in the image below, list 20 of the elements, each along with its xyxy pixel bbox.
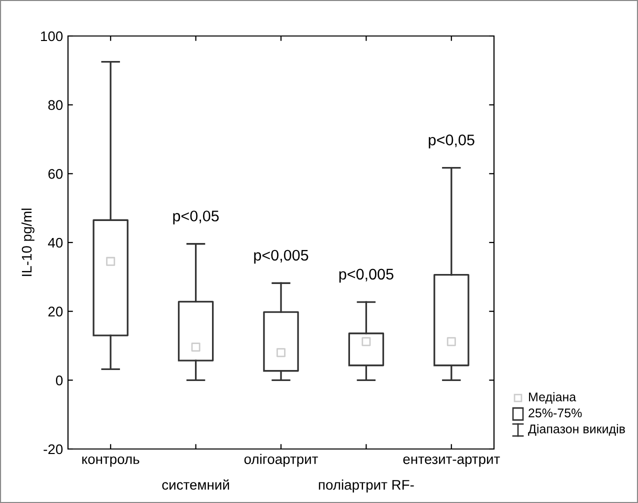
x-tick-label: контроль xyxy=(82,456,140,467)
y-tick-label: 40 xyxy=(48,238,63,248)
x-tick-label: ентезит-артрит xyxy=(403,456,500,467)
annotation: p<0,005 xyxy=(254,250,308,264)
text: 25%-75% xyxy=(528,408,582,418)
y-tick-label: 0 xyxy=(56,376,63,386)
y-tick-label: -20 xyxy=(44,444,63,454)
y-tick-label: 100 xyxy=(41,31,63,42)
annotation: p<0,005 xyxy=(339,268,394,283)
annotation: p<0,05 xyxy=(428,134,474,148)
y-tick-label: 80 xyxy=(48,100,63,110)
x-tick-label: системний xyxy=(162,479,229,490)
y-tick-label: 60 xyxy=(48,169,63,179)
y-axis-title: IL-10 pg/ml xyxy=(21,208,34,276)
annotation: p<0,05 xyxy=(173,210,219,224)
x-tick-label: олігоартрит xyxy=(244,454,318,467)
y-tick-label: 20 xyxy=(48,306,63,317)
x-tick-label: поліартрит RF- xyxy=(318,480,414,493)
text: Діапазон викидів xyxy=(528,424,625,436)
text: Медіана xyxy=(529,392,576,404)
